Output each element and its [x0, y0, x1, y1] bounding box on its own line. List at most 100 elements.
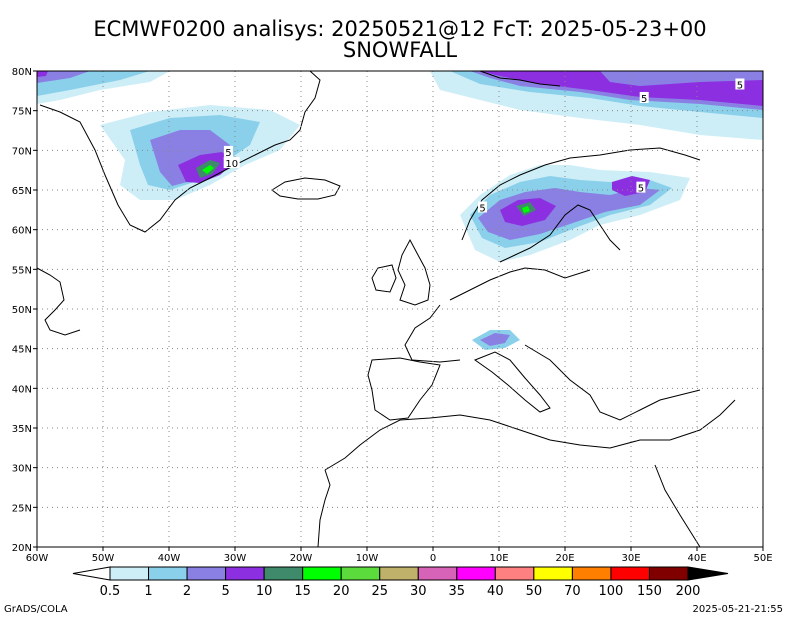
colorbar-swatch — [456, 566, 496, 581]
colorbar-swatch — [648, 566, 689, 581]
canada-coast — [36, 267, 81, 336]
colorbar-label: 50 — [526, 584, 543, 599]
colorbar-swatch — [494, 566, 535, 581]
shade-alps-purple — [480, 333, 510, 346]
shade-arctic-west-purple — [37, 71, 90, 83]
lon-label: 50W — [92, 553, 115, 564]
colorbar-low-arrow — [72, 566, 111, 581]
contour-label: 5 — [641, 94, 647, 105]
lat-label: 25N — [12, 503, 32, 514]
graticule — [37, 71, 764, 547]
shade-greenland-bright — [202, 165, 214, 174]
colorbar-swatch — [340, 566, 381, 581]
colorbar-label: 25 — [371, 584, 388, 599]
colorbar-label: 0.5 — [100, 584, 121, 599]
shade-scandinavia-bright — [522, 206, 530, 213]
north-africa-coast — [324, 399, 736, 471]
colorbar-swatch — [302, 566, 342, 581]
footer-credit: GrADS/COLA — [4, 604, 68, 615]
colorbar-label: 35 — [449, 584, 466, 599]
lat-label: 45N — [12, 345, 32, 356]
contour-label-bg — [223, 145, 233, 157]
colorbar-label: 1 — [144, 584, 152, 599]
shade-arctic-west-violet — [37, 71, 48, 77]
colorbar-label: 15 — [294, 584, 311, 599]
uk-coast — [397, 238, 431, 306]
colorbar-swatch — [186, 566, 227, 581]
colorbar-swatch — [571, 566, 612, 581]
contour-label-bg — [735, 78, 745, 90]
italy-coast — [473, 351, 551, 413]
lat-label: 65N — [12, 186, 32, 197]
lat-label: 55N — [12, 265, 32, 276]
greenland-coast — [39, 70, 321, 233]
colorbar-label: 20 — [333, 584, 350, 599]
lat-label: 70N — [12, 146, 32, 157]
lon-label: 10E — [489, 553, 508, 564]
ireland-coast — [371, 264, 397, 293]
latitude-labels: 20N 25N 30N 35N 40N 45N 50N 55N 60N 65N 70N 75N 80N — [12, 67, 37, 554]
continental-coast — [449, 267, 591, 301]
lon-label: 40W — [158, 553, 181, 564]
shade-barents-violet — [480, 71, 763, 106]
svalbard-coast — [479, 70, 561, 87]
map-title: ECMWF0200 analisys: 20250521@12 FcT: 202… — [93, 17, 707, 41]
contour-label-bg — [223, 157, 240, 169]
contour-label: 5 — [225, 148, 231, 159]
iberia-coast — [367, 357, 441, 421]
lat-label: 50N — [12, 305, 32, 316]
colorbar-label: 200 — [676, 584, 701, 599]
colorbar-swatch — [109, 566, 150, 581]
contour-label: 5 — [737, 80, 743, 91]
longitude-labels: 60W 50W 40W 30W 20W 10W 0 10E 20E 30E 40E 50E — [26, 547, 773, 564]
contour-label-bg — [639, 91, 649, 103]
snowfall-shading — [37, 71, 763, 350]
colorbar-label: 30 — [410, 584, 427, 599]
contour-label-bg — [478, 201, 487, 213]
colorbar-swatch — [263, 566, 304, 581]
balkans-coast — [524, 344, 701, 421]
lat-label: 80N — [12, 67, 32, 78]
lat-label: 30N — [12, 464, 32, 475]
lon-label: 40E — [687, 553, 706, 564]
lon-label: 30E — [621, 553, 640, 564]
colorbar-swatch — [379, 566, 419, 581]
colorbar-swatch — [610, 566, 650, 581]
colorbar-swatch — [417, 566, 458, 581]
contour-label-bg — [636, 181, 646, 193]
colorbar-label: 100 — [599, 584, 624, 599]
lon-label: 50E — [753, 553, 772, 564]
lon-label: 30W — [224, 553, 247, 564]
colorbar: 0.5 1 2 5 10 15 20 25 30 35 40 50 70 100 150 200 — [72, 566, 729, 599]
colorbar-label: 70 — [564, 584, 581, 599]
colorbar-label: 40 — [487, 584, 504, 599]
colorbar-swatch — [533, 566, 573, 581]
colorbar-high-arrow — [687, 566, 729, 581]
lat-label: 60N — [12, 226, 32, 237]
lon-label: 10W — [356, 553, 379, 564]
map-subtitle: SNOWFALL — [342, 38, 458, 62]
lon-label: 20E — [555, 553, 574, 564]
lon-label: 20W — [290, 553, 313, 564]
footer-timestamp: 2025-05-21-21:55 — [692, 604, 783, 615]
colorbar-swatch — [148, 566, 188, 581]
contour-label: 5 — [479, 203, 485, 214]
lon-label: 60W — [26, 553, 49, 564]
lat-label: 40N — [12, 384, 32, 395]
contour-label: 10 — [225, 159, 238, 170]
lon-label: 0 — [430, 553, 436, 564]
colorbar-swatch — [225, 566, 265, 581]
shade-greenland-purple — [150, 130, 230, 186]
colorbar-label: 10 — [256, 584, 273, 599]
africa-west-coast — [317, 469, 331, 548]
contour-label: 5 — [638, 184, 644, 195]
sweden-baltic-coast — [499, 204, 621, 263]
lat-label: 75N — [12, 107, 32, 118]
colorbar-label: 5 — [221, 584, 229, 599]
lat-label: 35N — [12, 424, 32, 435]
colorbar-label: 150 — [637, 584, 662, 599]
red-sea-coast — [654, 464, 701, 548]
colorbar-label: 2 — [183, 584, 191, 599]
